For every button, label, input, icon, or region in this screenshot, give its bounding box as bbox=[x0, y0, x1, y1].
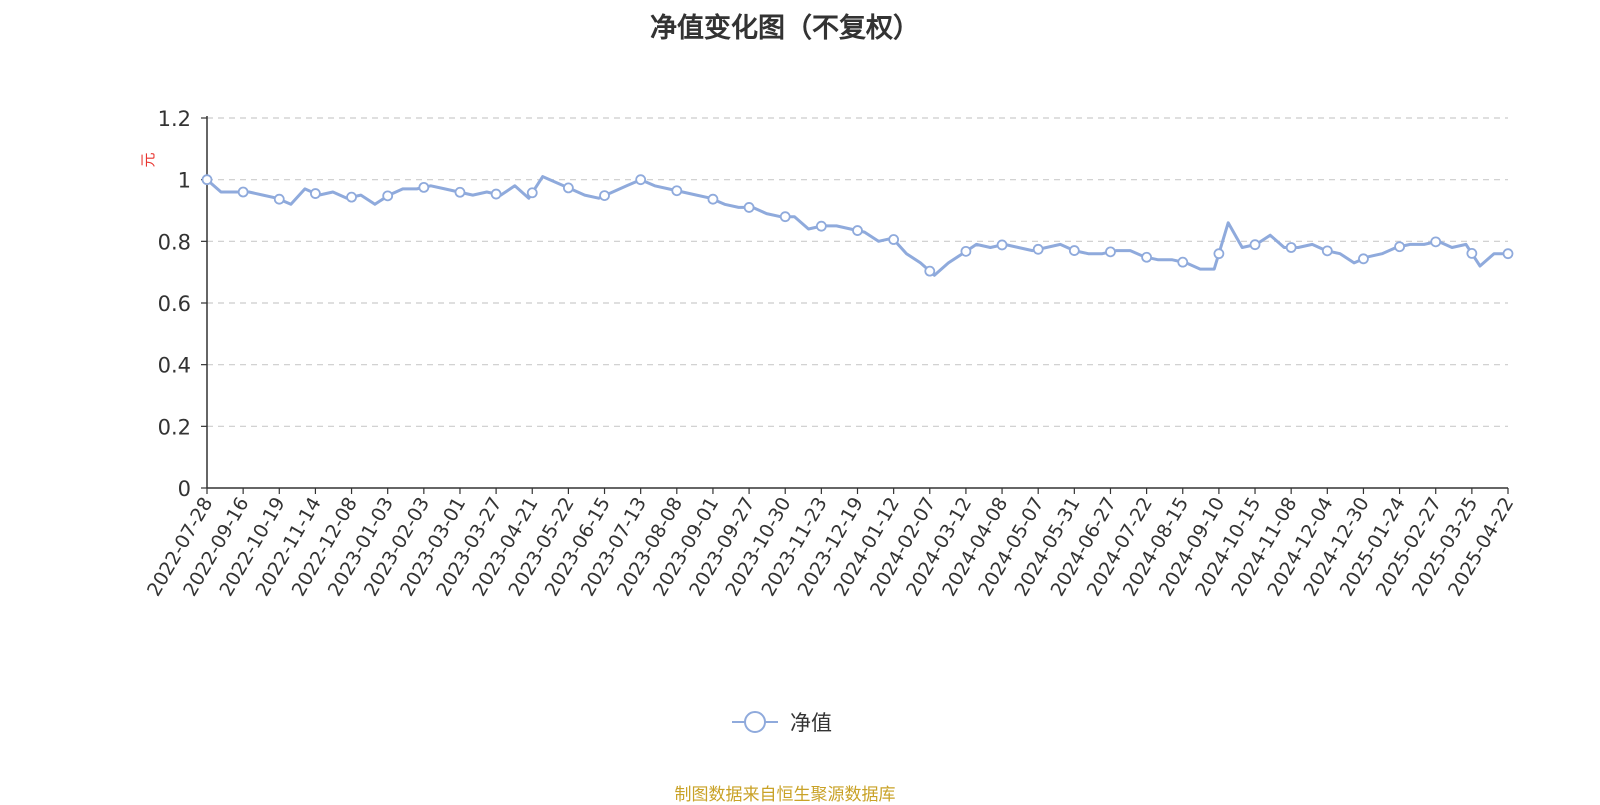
grid-lines bbox=[207, 117, 1508, 427]
data-point-marker[interactable] bbox=[996, 239, 1008, 251]
data-point-marker[interactable] bbox=[815, 220, 827, 232]
y-tick-label: 0.4 bbox=[158, 354, 191, 378]
data-point-marker[interactable] bbox=[888, 234, 900, 245]
data-point-marker[interactable] bbox=[1321, 245, 1333, 257]
y-tick-label: 0 bbox=[178, 477, 191, 501]
data-point-marker[interactable] bbox=[707, 193, 719, 205]
legend[interactable]: 净值 bbox=[730, 704, 832, 740]
data-point-marker[interactable] bbox=[562, 182, 574, 194]
data-point-marker[interactable] bbox=[1394, 241, 1405, 253]
data-point-marker[interactable] bbox=[1249, 239, 1261, 251]
data-point-marker[interactable] bbox=[1502, 248, 1514, 260]
data-point-marker[interactable] bbox=[1105, 246, 1116, 258]
data-point-marker[interactable] bbox=[1213, 248, 1225, 260]
data-point-marker[interactable] bbox=[635, 174, 647, 186]
y-tick-label: 1.2 bbox=[158, 107, 191, 131]
data-point-marker[interactable] bbox=[346, 191, 357, 203]
data-point-marker[interactable] bbox=[852, 225, 863, 236]
source-note: 制图数据来自恒生聚源数据库 bbox=[674, 785, 896, 805]
data-point-marker[interactable] bbox=[418, 181, 430, 193]
data-point-marker[interactable] bbox=[1466, 248, 1478, 259]
data-point-marker[interactable] bbox=[1032, 243, 1044, 255]
data-point-marker[interactable] bbox=[1141, 251, 1153, 263]
data-point-marker[interactable] bbox=[273, 193, 285, 205]
data-point-marker[interactable] bbox=[526, 187, 538, 199]
data-point-marker[interactable] bbox=[310, 188, 321, 199]
data-point-marker[interactable] bbox=[382, 190, 394, 202]
y-tick-label: 0.2 bbox=[158, 415, 191, 439]
data-point-marker[interactable] bbox=[1430, 236, 1442, 248]
axes bbox=[201, 116, 1509, 494]
data-point-marker[interactable] bbox=[454, 186, 466, 198]
data-point-marker[interactable] bbox=[960, 245, 972, 257]
data-point-marker[interactable] bbox=[671, 185, 683, 197]
chart-title: 净值变化图（不复权） bbox=[650, 13, 920, 44]
data-point-marker[interactable] bbox=[490, 188, 502, 200]
legend-label: 净值 bbox=[790, 711, 832, 735]
legend-line-marker-icon bbox=[732, 711, 778, 733]
y-axis-label: 元 bbox=[139, 152, 157, 167]
series-markers bbox=[201, 174, 1514, 277]
y-tick-label: 0.6 bbox=[158, 292, 191, 316]
data-point-marker[interactable] bbox=[237, 186, 249, 198]
data-point-marker[interactable] bbox=[1177, 256, 1189, 268]
data-point-marker[interactable] bbox=[1068, 245, 1080, 256]
data-point-marker[interactable] bbox=[599, 190, 610, 201]
data-point-marker[interactable] bbox=[1285, 242, 1297, 253]
data-point-marker[interactable] bbox=[743, 202, 755, 213]
data-point-marker[interactable] bbox=[779, 211, 791, 223]
y-tick-labels: 0 0.2 0.4 0.6 0.8 1 1.2 bbox=[158, 107, 191, 501]
data-point-marker[interactable] bbox=[1358, 253, 1369, 265]
data-point-marker[interactable] bbox=[201, 174, 213, 186]
y-tick-label: 0.8 bbox=[158, 230, 191, 254]
data-point-marker[interactable] bbox=[924, 265, 936, 277]
x-tick-labels: 2022-07-282022-09-162022-10-192022-11-14… bbox=[143, 494, 1518, 601]
y-tick-label: 1 bbox=[178, 169, 191, 193]
